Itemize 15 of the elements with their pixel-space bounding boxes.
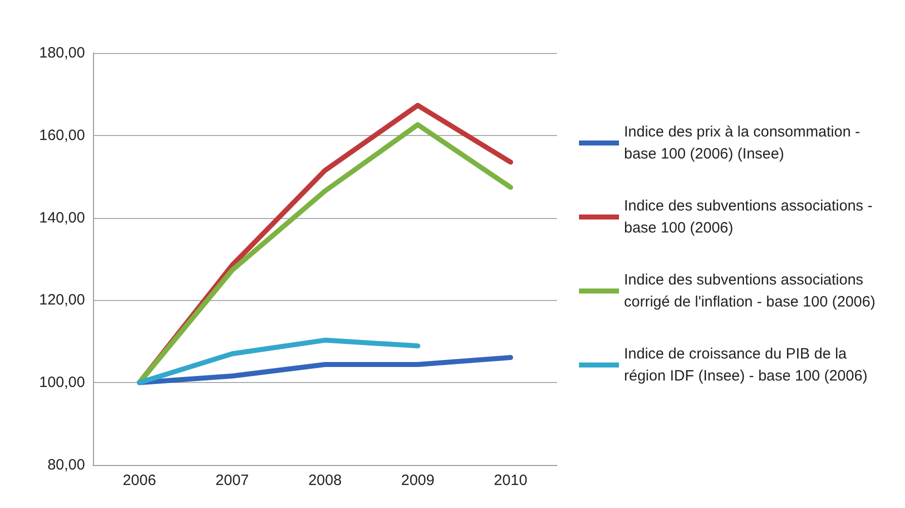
x-tick-label: 2010 <box>494 472 528 489</box>
y-tick-label: 180,00 <box>39 44 85 62</box>
y-tick-label: 100,00 <box>39 374 85 392</box>
x-tick-label: 2007 <box>216 472 249 489</box>
y-tick-label: 140,00 <box>39 209 85 226</box>
legend-label: Indice des subventions associations corrigé de l'inflation - base 100 (2006) <box>624 272 876 310</box>
y-tick-label: 80,00 <box>47 456 85 474</box>
legend-label: Indice des subventions associations - base 100 (2006) <box>624 198 877 236</box>
legend-label: Indice des prix à la consommation - base 100 (2006) (Insee) <box>624 124 864 162</box>
y-tick-label: 160,00 <box>39 126 85 144</box>
legend-label: Indice de croissance du PIB de la région IDF (Insee) - base 100 (2006) <box>624 346 868 384</box>
x-tick-label: 2008 <box>308 472 342 489</box>
x-tick-label: 2006 <box>122 472 156 489</box>
x-tick-label: 2009 <box>401 472 434 489</box>
y-tick-label: 120,00 <box>39 292 85 309</box>
